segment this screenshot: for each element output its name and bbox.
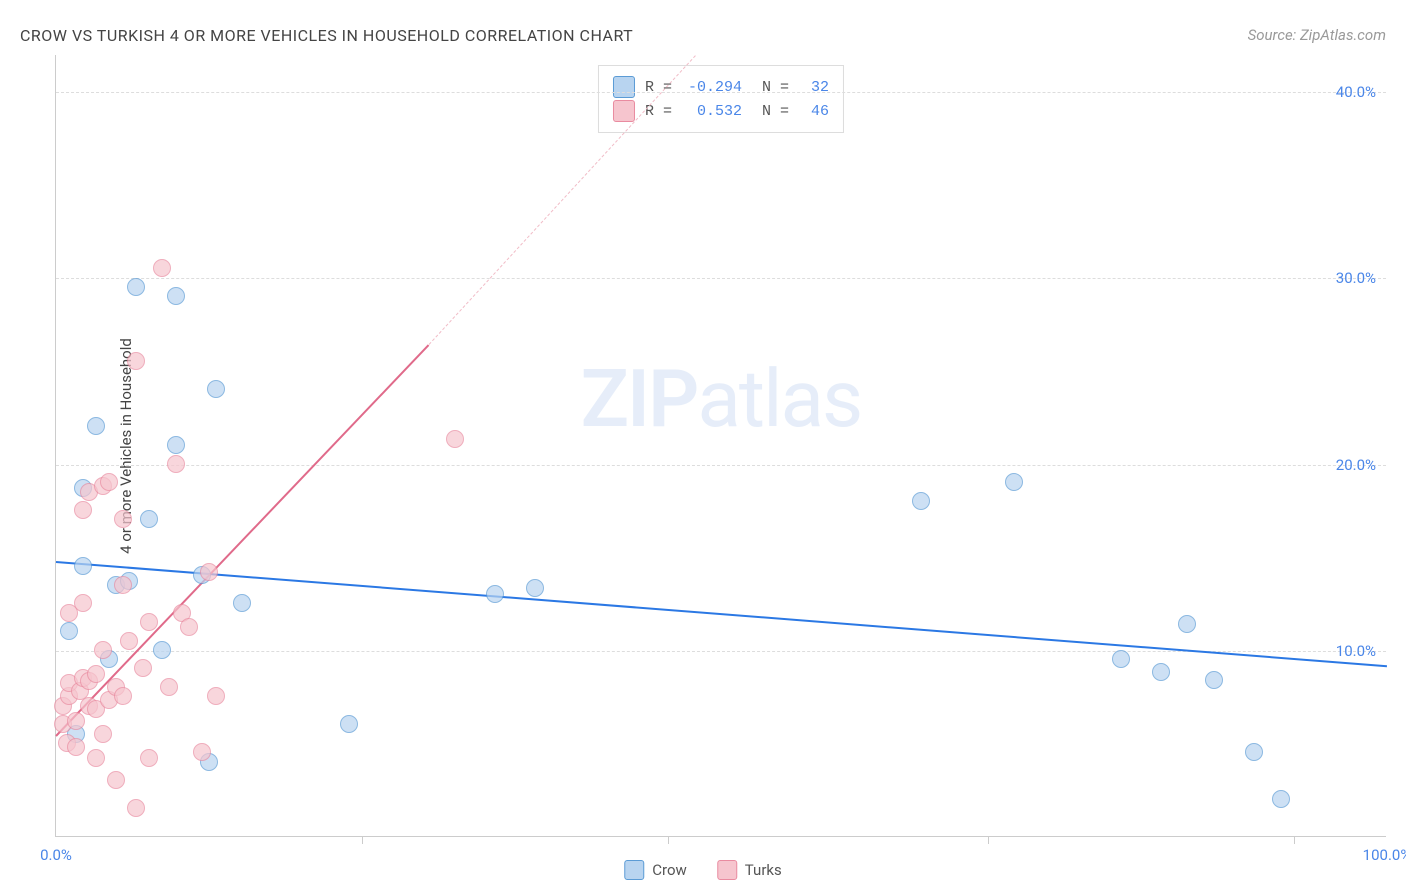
data-point: [140, 510, 158, 528]
x-tick: [988, 836, 989, 844]
data-point: [87, 417, 105, 435]
data-point: [134, 659, 152, 677]
x-tick: [668, 836, 669, 844]
data-point: [67, 712, 85, 730]
x-axis-label: 0.0%: [40, 846, 72, 864]
data-point: [167, 436, 185, 454]
data-point: [1152, 663, 1170, 681]
legend-series: Crow Turks: [624, 860, 781, 880]
data-point: [100, 473, 118, 491]
gridline: [56, 92, 1386, 93]
data-point: [233, 594, 251, 612]
data-point: [127, 278, 145, 296]
data-point: [160, 678, 178, 696]
data-point: [1005, 473, 1023, 491]
gridline: [56, 465, 1386, 466]
data-point: [167, 455, 185, 473]
watermark-bold: ZIP: [581, 352, 698, 446]
data-point: [167, 287, 185, 305]
data-point: [486, 585, 504, 603]
legend-swatch: [613, 76, 635, 98]
chart-source: Source: ZipAtlas.com: [1248, 26, 1386, 44]
data-point: [114, 510, 132, 528]
r-value: 0.532: [682, 103, 742, 120]
data-point: [207, 380, 225, 398]
data-point: [340, 715, 358, 733]
data-point: [94, 641, 112, 659]
data-point: [107, 771, 125, 789]
data-point: [74, 557, 92, 575]
legend-series-item: Crow: [624, 860, 687, 880]
data-point: [1112, 650, 1130, 668]
data-point: [67, 738, 85, 756]
data-point: [1272, 790, 1290, 808]
data-point: [140, 613, 158, 631]
trend-line: [428, 55, 695, 344]
data-point: [87, 749, 105, 767]
legend-correlation: R =-0.294N =32R =0.532N =46: [598, 65, 844, 133]
data-point: [200, 563, 218, 581]
data-point: [114, 576, 132, 594]
chart-title: CROW VS TURKISH 4 OR MORE VEHICLES IN HO…: [20, 26, 633, 45]
data-point: [114, 687, 132, 705]
data-point: [446, 430, 464, 448]
data-point: [180, 618, 198, 636]
data-point: [207, 687, 225, 705]
y-tick-label: 10.0%: [1336, 642, 1376, 660]
data-point: [60, 622, 78, 640]
plot-area: ZIPatlas R =-0.294N =32R =0.532N =46 10.…: [55, 55, 1386, 837]
data-point: [153, 259, 171, 277]
data-point: [1178, 615, 1196, 633]
data-point: [193, 743, 211, 761]
legend-swatch: [717, 860, 737, 880]
data-point: [74, 501, 92, 519]
data-point: [127, 799, 145, 817]
x-tick: [362, 836, 363, 844]
legend-series-item: Turks: [717, 860, 782, 880]
data-point: [153, 641, 171, 659]
y-tick-label: 40.0%: [1336, 83, 1376, 101]
data-point: [526, 579, 544, 597]
data-point: [912, 492, 930, 510]
legend-label: Crow: [652, 861, 687, 879]
gridline: [56, 278, 1386, 279]
watermark: ZIPatlas: [581, 352, 862, 446]
legend-swatch: [613, 100, 635, 122]
y-tick-label: 20.0%: [1336, 456, 1376, 474]
trend-line: [55, 344, 429, 736]
n-label: N =: [762, 103, 789, 120]
legend-label: Turks: [745, 861, 782, 879]
x-tick: [1294, 836, 1295, 844]
legend-correlation-row: R =-0.294N =32: [613, 76, 829, 98]
watermark-light: atlas: [697, 352, 861, 446]
x-axis-label: 100.0%: [1363, 846, 1406, 864]
data-point: [1205, 671, 1223, 689]
data-point: [94, 725, 112, 743]
data-point: [127, 352, 145, 370]
data-point: [140, 749, 158, 767]
data-point: [74, 594, 92, 612]
legend-correlation-row: R =0.532N =46: [613, 100, 829, 122]
n-value: 46: [799, 103, 829, 120]
data-point: [1245, 743, 1263, 761]
legend-swatch: [624, 860, 644, 880]
y-tick-label: 30.0%: [1336, 269, 1376, 287]
data-point: [120, 632, 138, 650]
data-point: [87, 665, 105, 683]
